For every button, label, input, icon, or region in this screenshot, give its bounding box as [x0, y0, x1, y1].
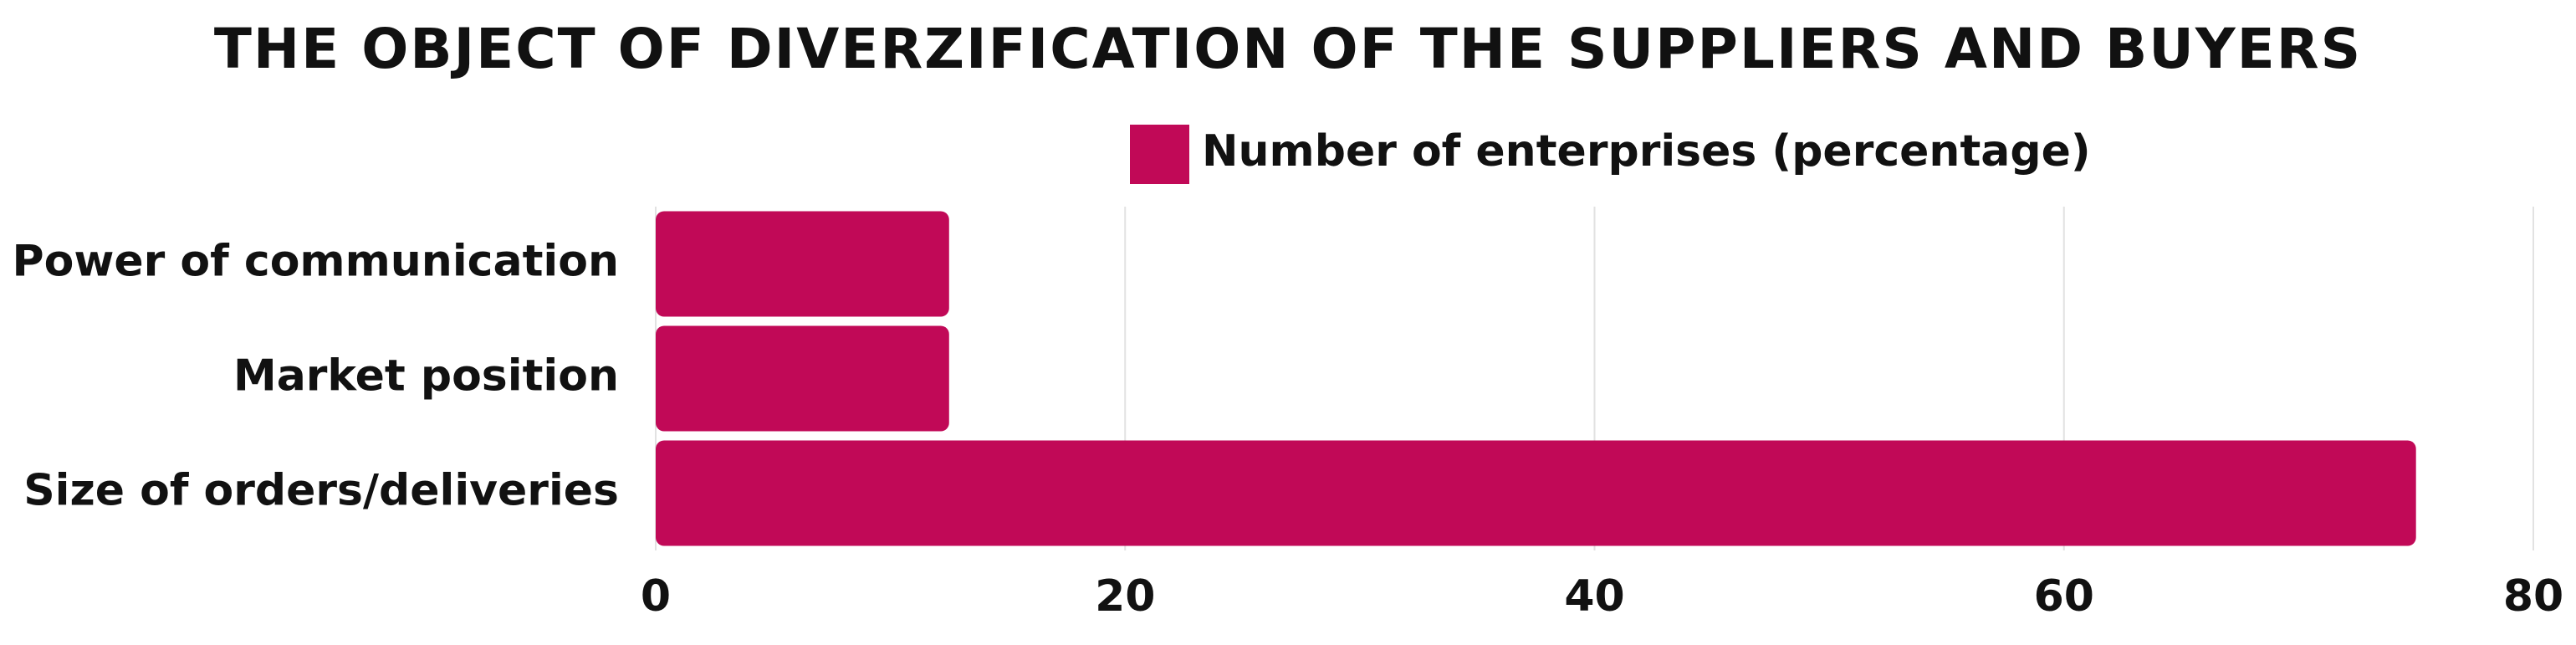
x-tick-label: 0 — [641, 571, 671, 622]
y-tick-label: Market position — [233, 351, 619, 402]
chart-title: THE OBJECT OF DIVERZIFICATION OF THE SUP… — [214, 17, 2362, 81]
x-tick-label: 60 — [2034, 571, 2094, 622]
x-tick-label: 20 — [1095, 571, 1155, 622]
x-tick-label: 80 — [2503, 571, 2563, 622]
legend-swatch — [1130, 125, 1189, 184]
y-tick-label: Size of orders/deliveries — [23, 466, 619, 516]
y-tick-label: Power of communication — [13, 237, 619, 287]
x-tick-label: 40 — [1564, 571, 1624, 622]
bar — [656, 211, 949, 317]
bar — [656, 325, 949, 432]
legend-label: Number of enterprises (percentage) — [1202, 126, 2091, 177]
bar — [656, 440, 2416, 546]
